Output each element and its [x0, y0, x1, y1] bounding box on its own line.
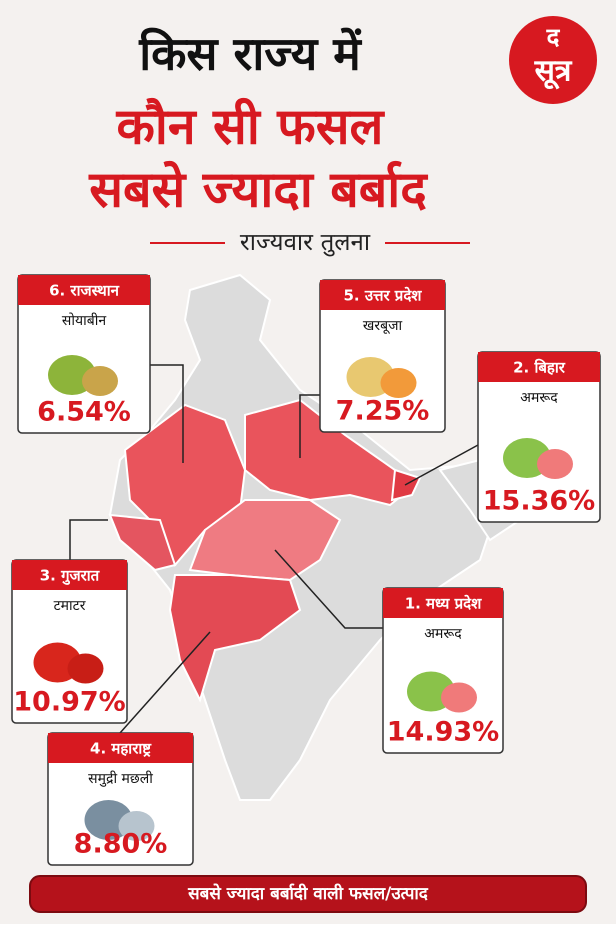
- card-header: [320, 280, 445, 310]
- crop-name: खरबूजा: [363, 318, 403, 334]
- crop-icon: [537, 449, 573, 479]
- card-header: [48, 733, 193, 763]
- title-line1: किस राज्य में: [138, 27, 362, 81]
- crop-icon: [118, 811, 155, 841]
- crop-icon: [67, 653, 104, 684]
- state-label: 4. महाराष्ट्र: [90, 740, 152, 758]
- card-header: [383, 588, 503, 618]
- crop-icon: [82, 366, 118, 396]
- crop-share: 14.93%: [387, 717, 499, 748]
- crop-share: 6.54%: [37, 397, 131, 428]
- state-label: 2. बिहार: [513, 359, 566, 377]
- state-card: 4. महाराष्ट्र समुद्री मछली 8.80%: [47, 732, 194, 866]
- subtitle: राज्यवार तुलना: [240, 228, 371, 257]
- card-header: [18, 275, 150, 305]
- crop-icon: [380, 368, 417, 398]
- state-card: 2. बिहार अमरूद 15.36%: [477, 351, 601, 523]
- logo-bottom: सूत्र: [534, 54, 573, 90]
- card-header: [478, 352, 600, 382]
- logo: [509, 16, 597, 104]
- state-card: 5. उत्तर प्रदेश खरबूजा 7.25%: [319, 279, 446, 433]
- leader-line: [299, 394, 320, 458]
- crop-share: 7.25%: [336, 396, 430, 427]
- crop-name: अमरूद: [424, 626, 462, 642]
- state-label: 3. गुजरात: [40, 567, 101, 586]
- state-card: 6. राजस्थान सोयाबीन 6.54%: [17, 274, 151, 434]
- footer-bar: [29, 875, 587, 913]
- crop-share: 8.80%: [74, 829, 168, 860]
- crop-share: 15.36%: [483, 486, 595, 517]
- crop-name: सोयाबीन: [62, 312, 106, 329]
- leader-line: [404, 444, 479, 486]
- state-label: 5. उत्तर प्रदेश: [344, 287, 423, 305]
- footer-text: सबसे ज्यादा बर्बादी वाली फसल/उत्पाद: [187, 883, 429, 904]
- india-map: [108, 273, 532, 801]
- cards: 6. राजस्थान सोयाबीन 6.54% 5. उत्तर प्रदेश खर…: [11, 274, 601, 866]
- title-line3: सबसे ज्यादा बर्बाद: [88, 161, 428, 219]
- crop-name: समुद्री मछली: [88, 770, 153, 787]
- crop-icon: [441, 682, 477, 713]
- leader-line: [69, 519, 108, 560]
- title-line2: कौन सी फसल: [116, 98, 386, 156]
- card-header: [12, 560, 127, 590]
- leader-line: [150, 364, 184, 463]
- logo-top: द: [546, 23, 561, 51]
- state-card: 3. गुजरात टमाटर 10.97%: [11, 559, 128, 724]
- crop-name: अमरूद: [520, 390, 558, 406]
- leader-line: [119, 631, 211, 734]
- leader-lines: [69, 364, 479, 734]
- crop-share: 10.97%: [13, 687, 125, 718]
- state-label: 1. मध्य प्रदेश: [405, 595, 482, 613]
- state-card: 1. मध्य प्रदेश अमरूद 14.93%: [382, 587, 504, 754]
- crop-name: टमाटर: [54, 598, 86, 614]
- state-label: 6. राजस्थान: [49, 282, 120, 300]
- leader-line: [274, 549, 383, 629]
